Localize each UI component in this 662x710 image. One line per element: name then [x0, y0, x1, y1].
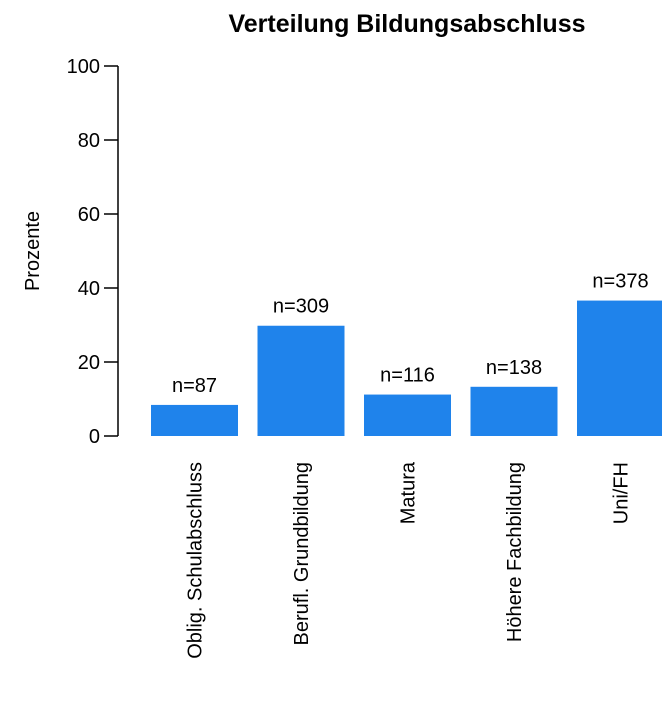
y-tick-label: 20 — [78, 352, 100, 374]
bar-data-label: n=138 — [486, 357, 542, 379]
x-tick-label: Uni/FH — [611, 462, 633, 524]
bars-group — [151, 300, 662, 436]
bar-data-label: n=378 — [592, 271, 648, 293]
y-tick-label: 40 — [78, 278, 100, 300]
bar — [577, 300, 662, 436]
y-tick-label: 80 — [78, 130, 100, 152]
bar-data-label: n=116 — [380, 365, 435, 387]
y-tick-label: 100 — [67, 56, 100, 78]
bar — [151, 404, 238, 436]
bar-labels-group: n=87 n=309 n=116 n=138 n=378 — [172, 271, 649, 397]
bar — [364, 394, 451, 436]
x-tick-label: Matura — [398, 461, 420, 524]
x-tick-labels-group: Oblig. Schulabschluss Berufl. Grundbildun… — [185, 461, 633, 659]
chart-title: Verteilung Bildungsabschluss — [228, 10, 585, 38]
bar — [470, 386, 558, 436]
y-axis-label: Prozente — [22, 211, 44, 291]
bar — [257, 325, 345, 436]
bar-data-label: n=87 — [172, 375, 217, 397]
bar-data-label: n=309 — [273, 296, 329, 318]
x-tick-label: Berufl. Grundbildung — [291, 462, 313, 645]
x-tick-label: Höhere Fachbildung — [504, 462, 526, 642]
y-tick-label: 0 — [89, 426, 100, 448]
x-tick-label: Oblig. Schulabschluss — [185, 462, 207, 659]
y-tick-label: 60 — [78, 204, 100, 226]
y-axis: 0 20 40 60 80 100 — [67, 56, 119, 448]
